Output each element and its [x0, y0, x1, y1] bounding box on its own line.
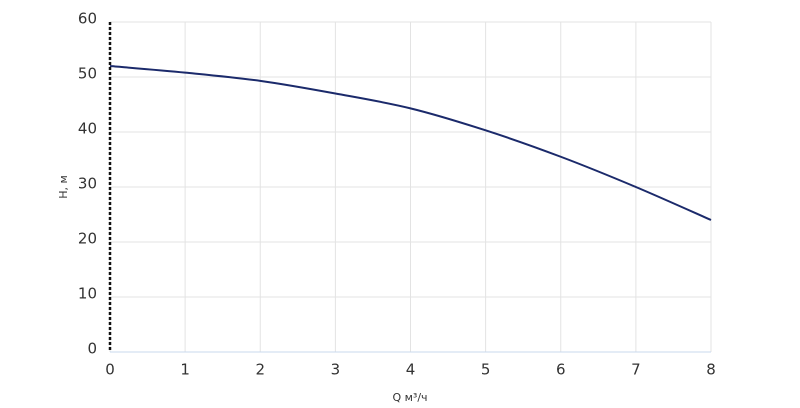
x-tick-label: 3 [331, 361, 341, 379]
x-tick-label: 0 [105, 361, 115, 379]
line [109, 65, 712, 221]
y-tick-label: 10 [78, 285, 97, 303]
x-tick-label: 7 [631, 361, 641, 379]
x-tick-label: 5 [481, 361, 491, 379]
y-tick-label: 40 [78, 120, 97, 138]
y-tick-label: 0 [87, 340, 97, 358]
y-tick-label: 30 [78, 175, 97, 193]
y-tick-label: 60 [78, 10, 97, 28]
y-tick-label: 20 [78, 230, 97, 248]
x-tick-label: 4 [406, 361, 416, 379]
x-tick-label: 1 [180, 361, 190, 379]
x-tick-label: 6 [556, 361, 566, 379]
x-axis-label: Q м³/ч [392, 391, 427, 404]
y-tick-label: 50 [78, 65, 97, 83]
x-tick-label: 2 [255, 361, 265, 379]
x-tick-label: 8 [706, 361, 716, 379]
y-axis-label: H, м [57, 175, 70, 199]
